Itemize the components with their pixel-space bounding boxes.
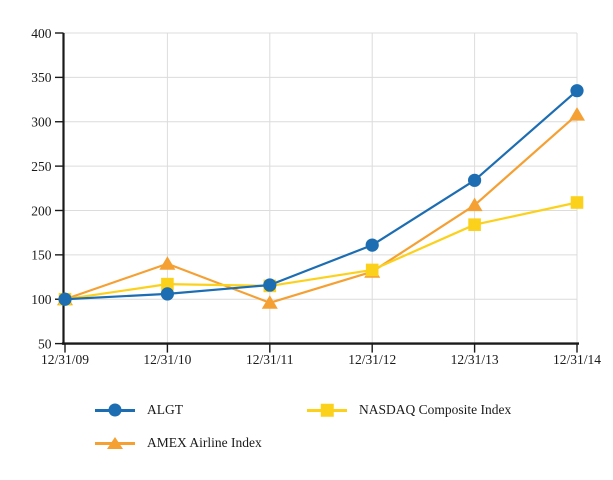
performance-line-chart: 50 100 150 200 250 300 350 400 12/31/09 12/31/10 1… bbox=[31, 26, 601, 367]
nasdaq-marker-icon bbox=[307, 399, 347, 421]
legend-label-amex: AMEX Airline Index bbox=[147, 435, 262, 450]
amex-triangle-icon bbox=[107, 437, 123, 449]
svg-text:12/31/12: 12/31/12 bbox=[348, 352, 396, 367]
legend-item-algt: ALGT bbox=[95, 399, 307, 421]
chart-legend: ALGT NASDAQ Composite Index AMEX Airline… bbox=[95, 399, 511, 454]
legend-item-nasdaq: NASDAQ Composite Index bbox=[307, 399, 511, 421]
svg-text:400: 400 bbox=[31, 26, 52, 41]
svg-text:50: 50 bbox=[38, 336, 52, 351]
legend-label-nasdaq: NASDAQ Composite Index bbox=[359, 402, 512, 417]
svg-text:12/31/10: 12/31/10 bbox=[143, 352, 191, 367]
svg-text:250: 250 bbox=[31, 159, 52, 174]
svg-text:12/31/13: 12/31/13 bbox=[451, 352, 499, 367]
svg-text:100: 100 bbox=[31, 292, 52, 307]
svg-text:150: 150 bbox=[31, 248, 52, 263]
amex-marker-icon bbox=[95, 432, 135, 454]
legend-label-algt: ALGT bbox=[147, 402, 183, 417]
svg-text:350: 350 bbox=[31, 70, 52, 85]
svg-text:12/31/11: 12/31/11 bbox=[246, 352, 294, 367]
svg-text:12/31/09: 12/31/09 bbox=[41, 352, 89, 367]
algt-circle-icon bbox=[108, 403, 122, 417]
svg-text:200: 200 bbox=[31, 203, 52, 218]
svg-text:12/31/14: 12/31/14 bbox=[553, 352, 601, 367]
nasdaq-square-icon bbox=[320, 403, 334, 417]
legend-item-amex: AMEX Airline Index bbox=[95, 432, 307, 454]
svg-text:300: 300 bbox=[31, 115, 52, 130]
algt-marker-icon bbox=[95, 399, 135, 421]
